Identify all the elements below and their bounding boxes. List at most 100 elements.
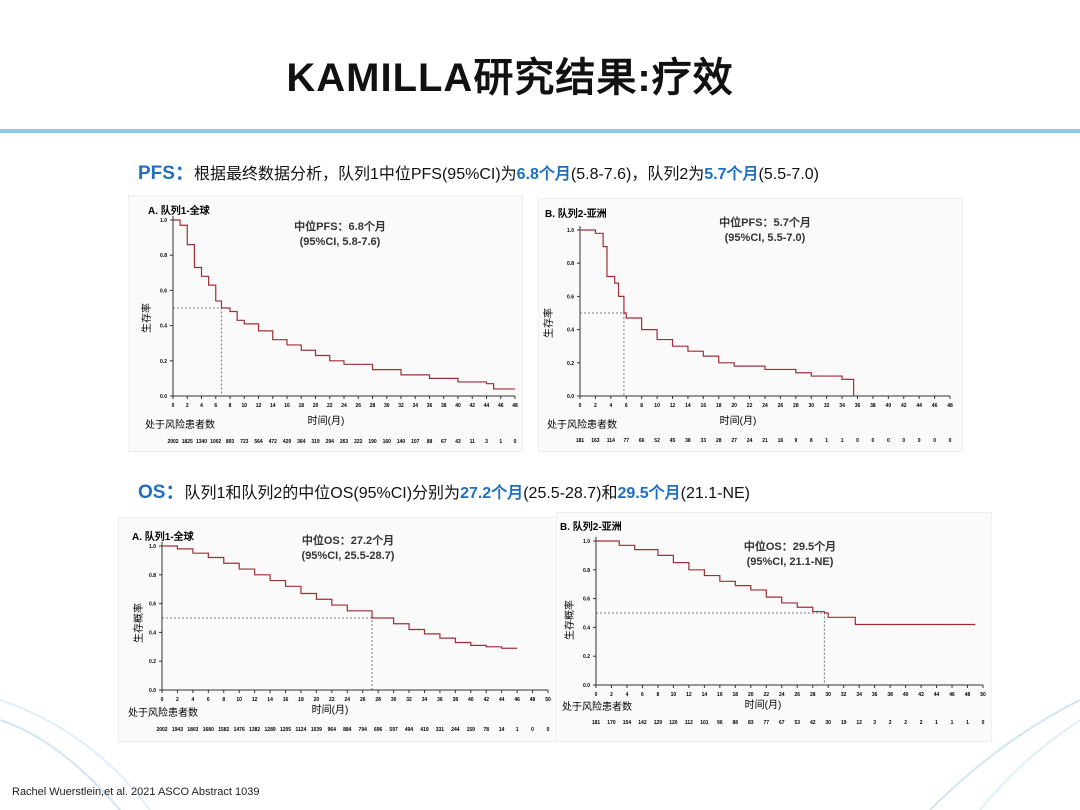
x-tick-label: 8 (657, 692, 660, 698)
x-tick-label: 0 (161, 697, 164, 703)
censor-marks (173, 219, 515, 390)
at-risk-count: 1205 (280, 727, 291, 733)
at-risk-count: 78 (483, 727, 489, 733)
x-tick-label: 26 (794, 692, 800, 698)
median-label: 中位PFS：5.7个月 (719, 215, 811, 229)
x-tick-label: 44 (499, 697, 505, 703)
at-risk-count: 52 (654, 438, 660, 444)
at-risk-label: 处于风险患者数 (145, 418, 215, 431)
x-tick-label: 18 (298, 403, 304, 409)
x-tick-label: 0 (579, 403, 582, 409)
at-risk-count: 1 (499, 439, 502, 445)
at-risk-count: 42 (810, 720, 816, 726)
at-risk-count: 3 (873, 720, 876, 726)
at-risk-count: 0 (872, 438, 875, 444)
at-risk-count: 120 (669, 720, 678, 726)
x-tick-label: 36 (872, 692, 878, 698)
at-risk-count: 77 (623, 438, 629, 444)
at-risk-count: 0 (933, 438, 936, 444)
x-tick-label: 4 (626, 692, 629, 698)
at-risk-count: 66 (639, 438, 645, 444)
x-tick-label: 2 (176, 697, 179, 703)
censor-marks (580, 229, 854, 396)
pfs-cohort1-panel (128, 195, 523, 452)
at-risk-count: 0 (856, 438, 859, 444)
os-cohort2-panel (556, 512, 992, 742)
median-ci-label: (95%CI, 5.5-7.0) (725, 232, 806, 244)
censor-marks (596, 540, 976, 625)
at-risk-count: 24 (747, 438, 753, 444)
pfs-text-3: (5.5-7.0) (758, 166, 819, 183)
x-axis-label: 时间(月) (308, 414, 345, 427)
at-risk-count: 170 (607, 720, 616, 726)
at-risk-count: 884 (343, 727, 352, 733)
at-risk-count: 1124 (296, 727, 307, 733)
x-tick-label: 48 (947, 403, 953, 409)
panel-title: B. 队列2-亚洲 (560, 520, 622, 533)
at-risk-count: 294 (326, 439, 335, 445)
km-curve (162, 545, 518, 649)
x-tick-label: 6 (625, 403, 628, 409)
x-tick-label: 36 (437, 697, 443, 703)
at-risk-count: 114 (607, 438, 615, 444)
at-risk-count: 0 (982, 720, 985, 726)
at-risk-count: 794 (359, 727, 368, 733)
x-tick-label: 24 (341, 403, 347, 409)
at-risk-count: 472 (269, 439, 278, 445)
at-risk-count: 53 (794, 720, 800, 726)
at-risk-count: 0 (949, 438, 952, 444)
x-tick-label: 24 (762, 403, 768, 409)
at-risk-count: 1340 (196, 439, 207, 445)
panel-title: B. 队列2-亚洲 (545, 207, 607, 220)
x-tick-label: 16 (284, 403, 290, 409)
x-tick-label: 4 (191, 697, 194, 703)
at-risk-count: 0 (531, 727, 534, 733)
at-risk-count: 3 (485, 439, 488, 445)
x-tick-label: 4 (200, 403, 203, 409)
x-tick-label: 48 (965, 692, 971, 698)
x-tick-label: 50 (980, 692, 986, 698)
x-tick-label: 8 (640, 403, 643, 409)
at-risk-count: 1 (935, 720, 938, 726)
median-label: 中位PFS：6.8个月 (294, 219, 386, 233)
x-tick-label: 46 (514, 697, 520, 703)
x-tick-label: 46 (949, 692, 955, 698)
y-tick-label: 0.4 (160, 324, 167, 330)
at-risk-count: 77 (763, 720, 769, 726)
y-tick-label: 0.0 (583, 683, 590, 689)
median-guide-line (596, 612, 825, 685)
x-tick-label: 42 (469, 403, 475, 409)
at-risk-count: 19 (841, 720, 847, 726)
x-tick-label: 44 (934, 692, 940, 698)
y-tick-label: 0.4 (567, 328, 574, 334)
pfs-text-2: (5.8-7.6)，队列2为 (570, 166, 705, 183)
x-tick-label: 42 (901, 403, 907, 409)
panel-title: A. 队列1-全球 (132, 530, 195, 543)
y-axis-label: 生存率 (542, 308, 555, 338)
x-tick-label: 14 (267, 697, 273, 703)
citation: Rachel Wuerstlein,et al. 2021 ASCO Abstr… (12, 786, 260, 798)
x-tick-label: 14 (685, 403, 691, 409)
at-risk-count: 696 (374, 727, 383, 733)
x-tick-label: 26 (778, 403, 784, 409)
x-axis-label: 时间(月) (720, 414, 757, 427)
at-risk-count: 83 (748, 720, 754, 726)
x-tick-label: 34 (422, 697, 428, 703)
x-tick-label: 38 (453, 697, 459, 703)
at-risk-count: 1 (841, 438, 844, 444)
x-tick-label: 8 (229, 403, 232, 409)
x-tick-label: 20 (731, 403, 737, 409)
at-risk-count: 1582 (218, 727, 229, 733)
at-risk-count: 159 (467, 727, 476, 733)
x-tick-label: 30 (384, 403, 390, 409)
x-tick-label: 40 (468, 697, 474, 703)
x-tick-label: 46 (932, 403, 938, 409)
y-tick-label: 0.8 (149, 573, 156, 579)
y-axis-label: 生存率 (140, 303, 153, 333)
at-risk-count: 319 (311, 439, 320, 445)
at-risk-count: 101 (700, 720, 709, 726)
y-tick-label: 1.0 (583, 539, 590, 545)
x-tick-label: 36 (427, 403, 433, 409)
at-risk-count: 0 (918, 438, 921, 444)
at-risk-count: 1039 (311, 727, 322, 733)
